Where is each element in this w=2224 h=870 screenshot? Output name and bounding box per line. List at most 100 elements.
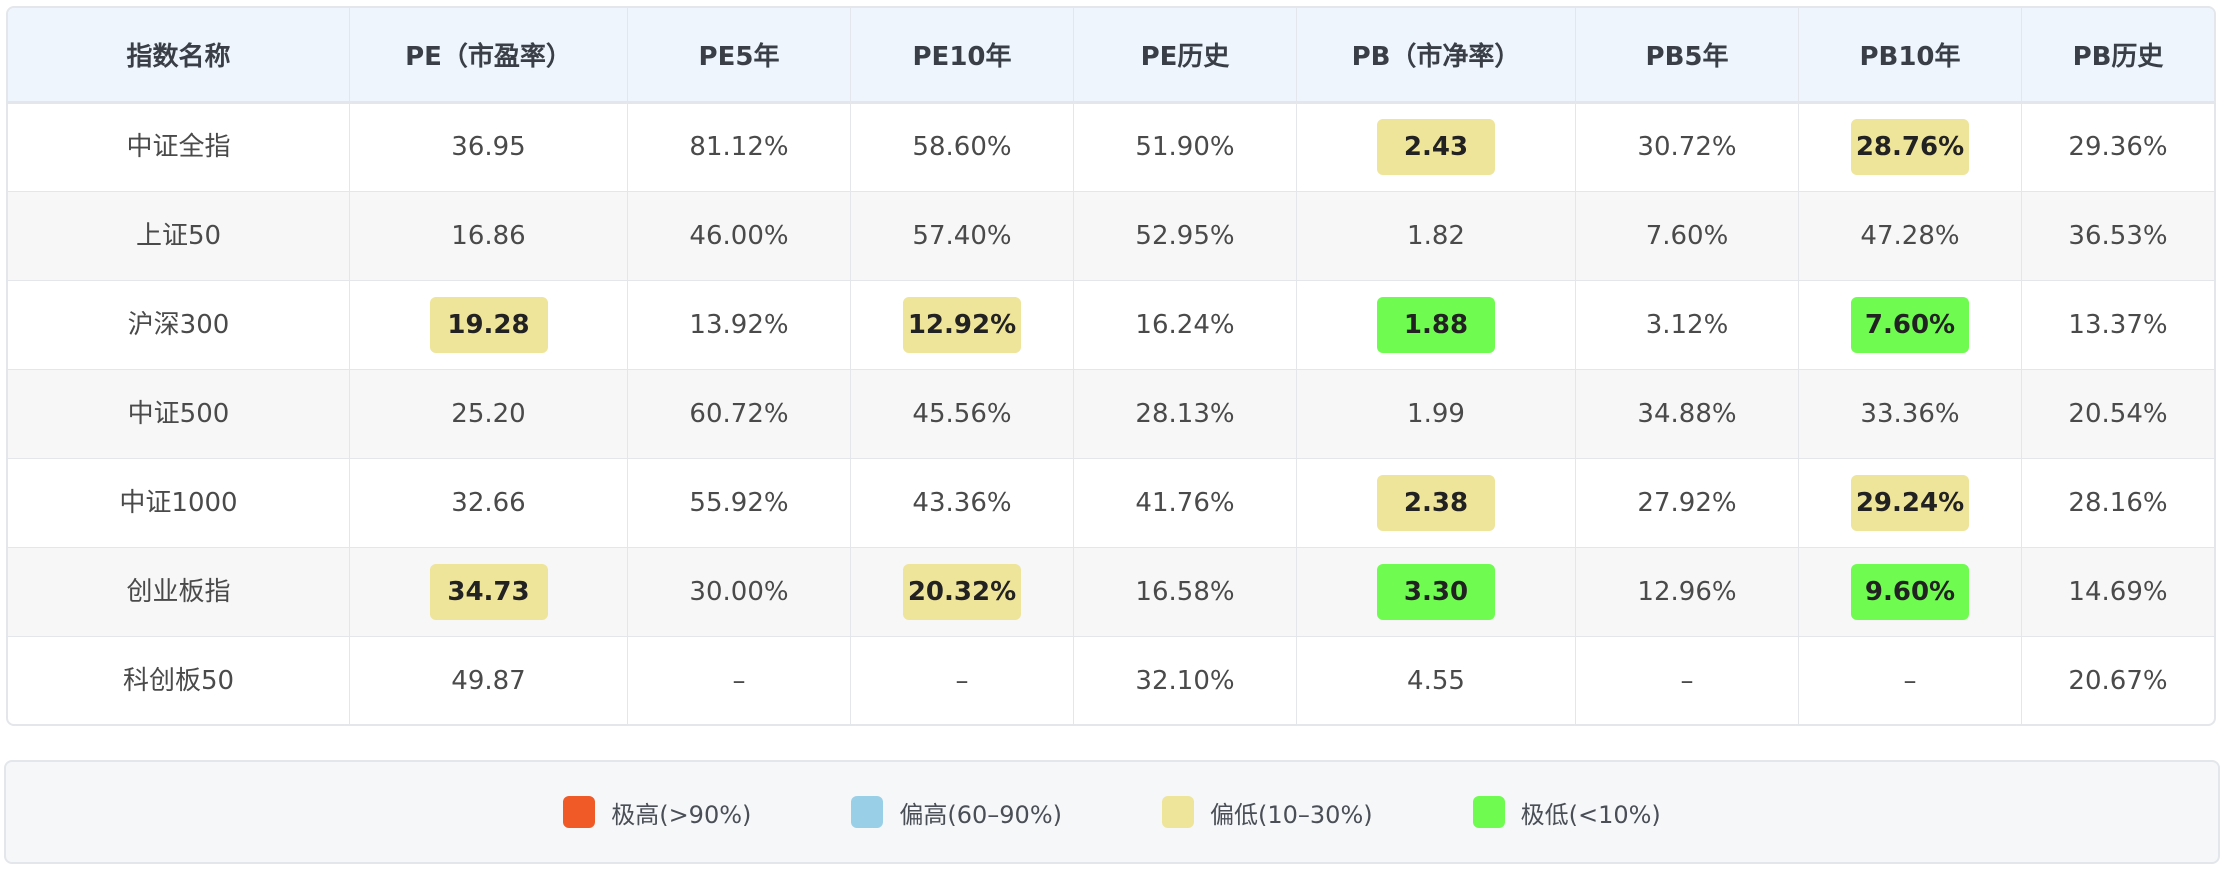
cell-pb-5y: 27.92% — [1575, 458, 1799, 548]
cell-value: 45.56% — [912, 398, 1012, 429]
cell-value: 27.92% — [1637, 487, 1737, 518]
highlighted-value: 28.76% — [1851, 119, 1969, 175]
cell-pb-history: 13.37% — [2021, 280, 2214, 370]
table-row: 科创板50 49.87 – – 32.10% 4.55 – – 20.67% — [8, 636, 2215, 724]
cell-pe-5y: 60.72% — [627, 369, 851, 459]
cell-pe-5y: 30.00% — [627, 547, 851, 637]
table-row: 中证500 25.20 60.72% 45.56% 28.13% 1.99 34.88% 33… — [8, 369, 2214, 459]
cell-pb-history: 36.53% — [2021, 191, 2214, 281]
table-row: 中证全指 36.95 81.12% 58.60% 51.90% 2.43 30.72% 28.… — [8, 102, 2214, 192]
cell-pe: 25.20 — [349, 369, 628, 459]
highlighted-value: 2.38 — [1377, 474, 1495, 531]
legend-label-extreme-low: 极低(<10%) — [1520, 800, 1661, 829]
cell-value: 51.90% — [1135, 132, 1235, 162]
cell-pb-5y: 34.88% — [1575, 369, 1799, 459]
cell-value: 7.60% — [1645, 220, 1729, 251]
cell-value: 52.95% — [1135, 220, 1235, 251]
cell-value: 29.36% — [2068, 132, 2168, 162]
cell-pe-10y: 12.92% — [850, 280, 1074, 370]
cell-value: 13.92% — [689, 309, 789, 340]
cell-value: 1.82 — [1407, 220, 1465, 251]
cell-pe-5y: – — [627, 636, 851, 724]
cell-value: 36.95 — [451, 132, 526, 162]
cell-pe-history: 51.90% — [1073, 102, 1297, 192]
highlighted-value: 1.88 — [1377, 296, 1495, 353]
header-pb-10y[interactable]: PB10年 — [1798, 8, 2022, 104]
cell-pb: 1.99 — [1296, 369, 1576, 459]
cell-pe-history: 32.10% — [1073, 636, 1297, 724]
cell-pb-10y: 7.60% — [1798, 280, 2022, 370]
cell-value: 中证500 — [127, 398, 230, 429]
highlighted-value: 29.24% — [1851, 474, 1969, 531]
cell-value: 28.16% — [2068, 487, 2168, 518]
legend-label-low: 偏低(10–30%) — [1210, 800, 1373, 829]
cell-pe: 32.66 — [349, 458, 628, 548]
legend: 极高(>90%) 偏高(60–90%) 偏低(10–30%) 极低(<10%) — [4, 760, 2220, 864]
cell-pb-5y: 12.96% — [1575, 547, 1799, 637]
cell-value: 中证全指 — [126, 132, 231, 162]
cell-pb-5y: – — [1575, 636, 1799, 724]
cell-pe-5y: 81.12% — [627, 102, 851, 192]
cell-pe-10y: 58.60% — [850, 102, 1074, 192]
header-pe-5y[interactable]: PE5年 — [627, 8, 851, 104]
cell-pe-history: 41.76% — [1073, 458, 1297, 548]
cell-value: 32.66 — [451, 487, 526, 518]
cell-pb: 3.30 — [1296, 547, 1576, 637]
cell-value: 57.40% — [912, 220, 1012, 251]
cell-pe: 19.28 — [349, 280, 628, 370]
header-pb-5y[interactable]: PB5年 — [1575, 8, 1799, 104]
cell-value: 47.28% — [1860, 220, 1960, 251]
cell-pe-10y: 43.36% — [850, 458, 1074, 548]
cell-value: 沪深300 — [127, 309, 230, 340]
cell-value: 58.60% — [912, 132, 1012, 162]
valuation-table: 指数名称 PE（市盈率） PE5年 PE10年 PE历史 PB（市净率） PB5… — [8, 8, 2215, 724]
cell-value: 创业板指 — [126, 576, 231, 607]
cell-value: 32.10% — [1135, 665, 1235, 696]
table-row: 沪深300 19.28 13.92% 12.92% 16.24% 1.88 3.12% 7.6… — [8, 280, 2214, 370]
cell-value: 13.37% — [2068, 309, 2168, 340]
legend-swatch-low — [1162, 796, 1194, 828]
cell-pb-10y: 33.36% — [1798, 369, 2022, 459]
header-pe[interactable]: PE（市盈率） — [349, 8, 628, 104]
cell-pb-5y: 3.12% — [1575, 280, 1799, 370]
cell-pe-5y: 13.92% — [627, 280, 851, 370]
cell-value: 55.92% — [689, 487, 789, 518]
legend-swatch-high — [851, 796, 884, 828]
cell-value: 上证50 — [135, 220, 222, 251]
cell-value: 25.20 — [451, 398, 526, 429]
cell-pe-10y: 20.32% — [850, 547, 1074, 637]
cell-value: – — [1680, 665, 1694, 696]
header-pe-history[interactable]: PE历史 — [1073, 8, 1297, 104]
cell-value: 16.58% — [1135, 576, 1235, 607]
cell-value: 49.87 — [451, 665, 526, 696]
cell-value: 46.00% — [689, 220, 789, 251]
cell-pb-10y: 29.24% — [1798, 458, 2022, 548]
cell-pe-10y: 57.40% — [850, 191, 1074, 281]
legend-item-low: 偏低(10–30%) — [1162, 795, 1373, 830]
cell-value: 60.72% — [689, 398, 789, 429]
cell-value: 33.36% — [1860, 398, 1960, 429]
cell-pb-10y: 28.76% — [1798, 102, 2022, 192]
cell-value: 中证1000 — [119, 487, 238, 518]
cell-value: 20.54% — [2068, 398, 2168, 429]
cell-pb-history: 20.67% — [2022, 636, 2215, 724]
header-pb[interactable]: PB（市净率） — [1296, 8, 1576, 104]
table-header-row: 指数名称 PE（市盈率） PE5年 PE10年 PE历史 PB（市净率） PB5… — [8, 8, 2214, 104]
highlighted-value: 7.60% — [1851, 296, 1969, 353]
cell-pe-5y: 46.00% — [627, 191, 851, 281]
cell-pb-10y: – — [1798, 636, 2022, 724]
highlighted-value: 2.43 — [1377, 119, 1495, 175]
header-index-name[interactable]: 指数名称 — [8, 8, 350, 104]
legend-item-high: 偏高(60–90%) — [851, 795, 1062, 830]
cell-pb-history: 20.54% — [2021, 369, 2214, 459]
cell-value: 16.24% — [1135, 309, 1235, 340]
highlighted-value: 3.30 — [1377, 563, 1495, 620]
cell-index-name: 沪深300 — [8, 280, 350, 370]
valuation-table-container: 指数名称 PE（市盈率） PE5年 PE10年 PE历史 PB（市净率） PB5… — [6, 6, 2216, 726]
header-pb-history[interactable]: PB历史 — [2021, 8, 2214, 104]
header-pe-10y[interactable]: PE10年 — [850, 8, 1074, 104]
cell-pb: 1.82 — [1296, 191, 1576, 281]
cell-value: 12.96% — [1637, 576, 1737, 607]
legend-swatch-extreme-low — [1472, 796, 1505, 828]
highlighted-value: 12.92% — [903, 296, 1021, 353]
